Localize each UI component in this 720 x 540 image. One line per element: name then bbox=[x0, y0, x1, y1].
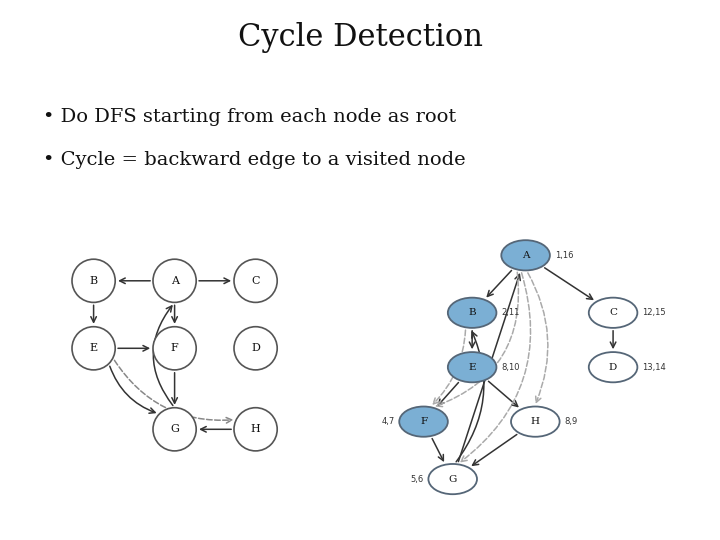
Text: D: D bbox=[609, 363, 617, 372]
Text: 12,15: 12,15 bbox=[642, 308, 666, 318]
Text: • Do DFS starting from each node as root: • Do DFS starting from each node as root bbox=[43, 108, 456, 126]
Circle shape bbox=[234, 259, 277, 302]
Text: A: A bbox=[171, 276, 179, 286]
Text: • Cycle = backward edge to a visited node: • Cycle = backward edge to a visited nod… bbox=[43, 151, 466, 169]
Circle shape bbox=[511, 407, 559, 437]
Circle shape bbox=[448, 352, 497, 382]
Text: A: A bbox=[522, 251, 529, 260]
Circle shape bbox=[153, 327, 196, 370]
Text: Cycle Detection: Cycle Detection bbox=[238, 22, 482, 52]
Circle shape bbox=[72, 327, 115, 370]
Text: G: G bbox=[170, 424, 179, 434]
Text: E: E bbox=[469, 363, 476, 372]
Text: C: C bbox=[609, 308, 617, 318]
Circle shape bbox=[428, 464, 477, 494]
Circle shape bbox=[589, 352, 637, 382]
Circle shape bbox=[153, 259, 196, 302]
Circle shape bbox=[72, 259, 115, 302]
Text: 2,11: 2,11 bbox=[501, 308, 520, 318]
Text: 5,6: 5,6 bbox=[410, 475, 423, 484]
Text: G: G bbox=[449, 475, 457, 484]
Text: 8,9: 8,9 bbox=[564, 417, 577, 426]
Text: 4,7: 4,7 bbox=[381, 417, 395, 426]
Circle shape bbox=[399, 407, 448, 437]
Circle shape bbox=[448, 298, 497, 328]
Text: C: C bbox=[251, 276, 260, 286]
Circle shape bbox=[234, 408, 277, 451]
Circle shape bbox=[153, 408, 196, 451]
Text: 1,16: 1,16 bbox=[554, 251, 573, 260]
Text: E: E bbox=[89, 343, 98, 353]
Text: H: H bbox=[251, 424, 261, 434]
Circle shape bbox=[234, 327, 277, 370]
Text: 8,10: 8,10 bbox=[501, 363, 520, 372]
Text: B: B bbox=[468, 308, 476, 318]
Text: B: B bbox=[89, 276, 98, 286]
Text: F: F bbox=[420, 417, 427, 426]
Text: D: D bbox=[251, 343, 260, 353]
Circle shape bbox=[589, 298, 637, 328]
Circle shape bbox=[501, 240, 550, 271]
Text: F: F bbox=[171, 343, 179, 353]
Text: 13,14: 13,14 bbox=[642, 363, 666, 372]
Text: H: H bbox=[531, 417, 540, 426]
